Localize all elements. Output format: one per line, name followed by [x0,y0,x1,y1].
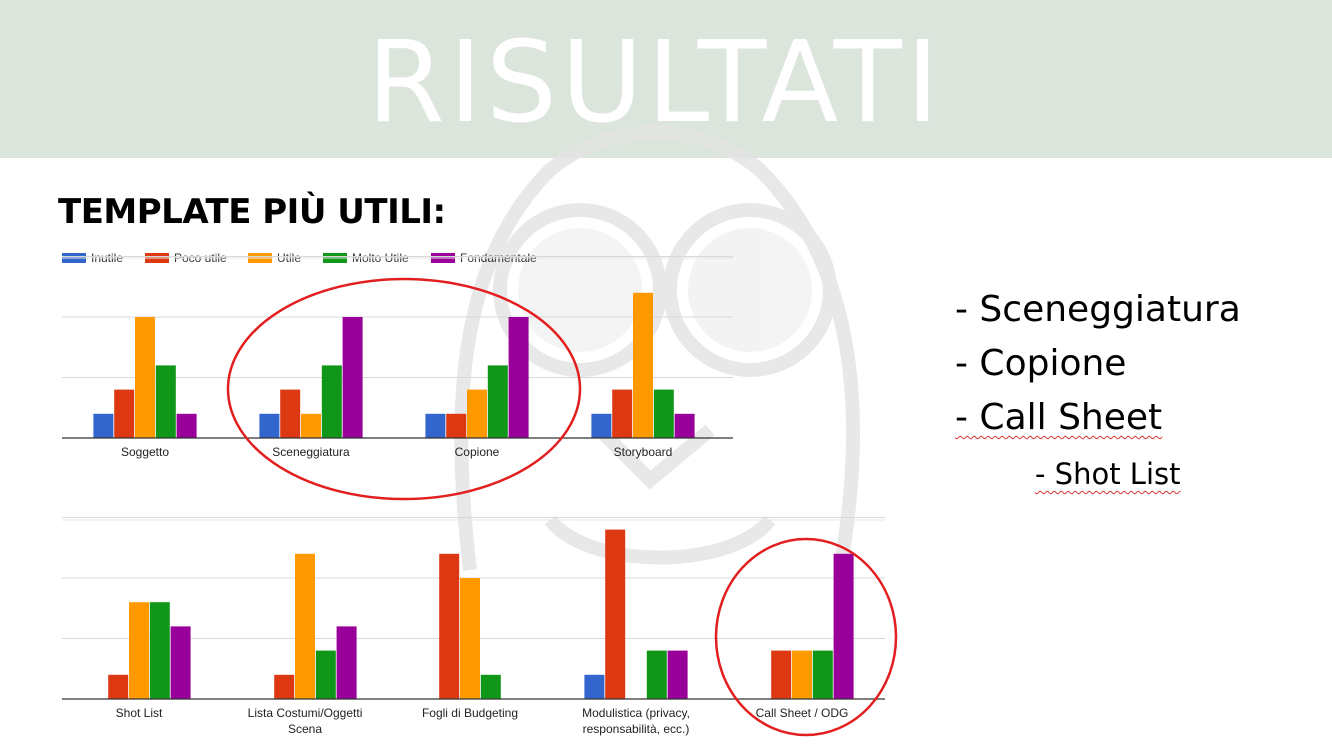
category-label: Scena [288,722,322,736]
category-label: Shot List [116,706,163,720]
bar-utile [792,650,812,699]
bullet-call-sheet: - Call Sheet [955,397,1163,438]
bar-fondamentale [176,413,197,438]
bar-inutile [591,413,612,438]
highlight-circle [226,277,582,501]
bar-molto-utile [480,674,501,699]
bar-inutile [259,413,280,438]
bar-utile [135,317,155,438]
bullet-sceneggiatura: - Sceneggiatura [955,289,1241,330]
bar-fondamentale [170,626,191,699]
bar-poco-utile [280,389,301,438]
bar-fondamentale [674,413,695,438]
category-label: Lista Costumi/Oggetti [248,706,363,720]
bullet-copione: - Copione [955,343,1127,384]
bar-molto-utile [812,650,833,699]
bar-fondamentale [667,650,688,699]
bar-fondamentale [508,317,529,438]
bar-inutile [584,674,605,699]
bar-molto-utile [149,602,170,699]
bar-utile [129,602,149,699]
category-label: responsabilità, ecc.) [583,722,690,736]
bar-utile [301,413,321,438]
stormtrooper-watermark-icon [454,125,860,572]
category-label: Call Sheet / ODG [756,706,849,720]
bar-inutile [93,413,114,438]
bar-fondamentale [342,317,363,438]
bar-molto-utile [321,365,342,438]
category-label: Soggetto [121,445,169,459]
category-label: Storyboard [614,445,673,459]
bar-utile [295,553,315,699]
bar-molto-utile [487,365,508,438]
bar-poco-utile [612,389,633,438]
bar-molto-utile [653,389,674,438]
bar-utile [467,389,487,438]
slide-subtitle: TEMPLATE PIÙ UTILI: [58,192,446,232]
bar-fondamentale [336,626,357,699]
bullet-shot-list: - Shot List [1035,457,1181,491]
category-label: Modulistica (privacy, [582,706,690,720]
highlight-circle [714,537,898,737]
bar-poco-utile [114,389,135,438]
bar-poco-utile [274,674,295,699]
bar-poco-utile [446,413,467,438]
bar-inutile [425,413,446,438]
bar-molto-utile [315,650,336,699]
bar-poco-utile [605,529,626,699]
bar-poco-utile [439,553,460,699]
category-label: Fogli di Budgeting [422,706,518,720]
bar-fondamentale [833,553,854,699]
bar-utile [460,578,480,699]
bar-utile [633,292,653,438]
category-label: Sceneggiatura [272,445,350,459]
bar-molto-utile [155,365,176,438]
category-label: Copione [455,445,500,459]
bar-molto-utile [646,650,667,699]
bar-poco-utile [108,674,129,699]
bar-poco-utile [771,650,792,699]
